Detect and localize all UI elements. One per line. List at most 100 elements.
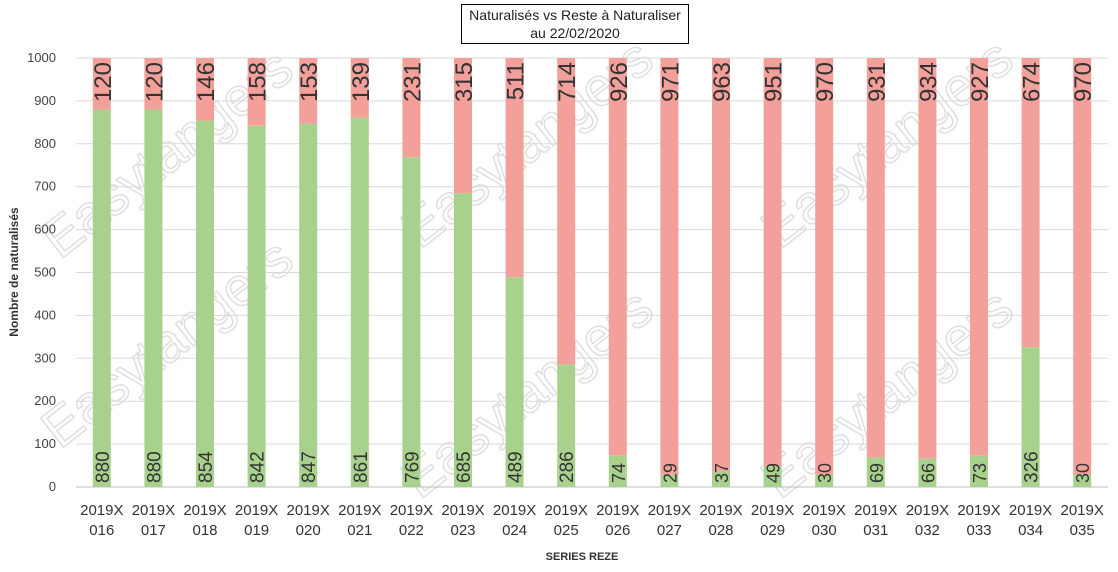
bar-naturalises [144, 109, 163, 487]
y-tick-label: 600 [34, 222, 56, 237]
bar-reste [970, 58, 988, 456]
bar-reste [1073, 58, 1092, 475]
data-label-reste: 231 [399, 62, 426, 102]
x-tick-label: 2019X [287, 502, 330, 519]
data-label-reste: 927 [967, 62, 994, 102]
x-tick-label: 024 [502, 522, 527, 539]
data-label-naturalises: 37 [712, 463, 732, 483]
x-tick-label: 022 [399, 522, 424, 539]
data-label-reste: 934 [915, 62, 942, 102]
data-label-naturalises: 685 [454, 451, 475, 483]
x-tick-label: 031 [863, 522, 888, 539]
bar-naturalises [815, 474, 834, 487]
data-label-naturalises: 30 [815, 463, 835, 483]
bar-reste [712, 58, 730, 472]
x-tick-label: 030 [812, 522, 837, 539]
data-label-reste: 714 [554, 62, 581, 102]
bar-naturalises [763, 465, 782, 487]
bar-reste [299, 58, 318, 124]
x-tick-label: 021 [347, 522, 372, 539]
data-label-naturalises: 286 [557, 451, 578, 483]
x-tick-label: 2019X [854, 502, 897, 519]
data-label-naturalises: 30 [1073, 463, 1093, 483]
bar-naturalises [196, 120, 214, 487]
x-tick-label: 026 [605, 522, 630, 539]
data-label-reste: 139 [348, 62, 375, 102]
bar-reste [1021, 58, 1040, 348]
bar-reste [144, 58, 163, 110]
x-tick-label: 027 [657, 522, 682, 539]
chart-subtitle: au 22/02/2020 [530, 25, 620, 41]
x-tick-label: 033 [966, 522, 991, 539]
data-label-naturalises: 854 [196, 451, 217, 483]
x-tick-label: 2019X [1061, 502, 1104, 519]
data-label-reste: 963 [709, 62, 736, 102]
bar-naturalises [299, 123, 318, 488]
data-label-reste: 970 [1070, 62, 1097, 102]
data-label-reste: 511 [503, 62, 530, 100]
bars: 880 120 880 120 854 146 842 158 847 153 861 139 769 2… [90, 58, 1097, 488]
data-label-naturalises: 861 [351, 451, 372, 483]
y-tick-label: 200 [34, 393, 56, 408]
x-tick-label: 2019X [1009, 502, 1052, 519]
x-tick-label: 2019X [80, 502, 123, 519]
y-tick-label: 0 [49, 479, 56, 494]
x-tick-label: 2019X [803, 502, 846, 519]
x-tick-label: 017 [141, 522, 166, 539]
data-label-naturalises: 489 [506, 451, 527, 483]
bar-naturalises [918, 458, 937, 487]
data-label-naturalises: 74 [609, 463, 629, 483]
bar-reste [557, 58, 576, 365]
data-label-reste: 971 [657, 62, 684, 102]
x-tick-label: 2019X [957, 502, 1000, 519]
x-tick-label: 2019X [441, 502, 484, 519]
x-tick-label: 035 [1070, 522, 1095, 539]
x-tick-label: 2019X [596, 502, 639, 519]
y-tick-label: 500 [34, 265, 56, 280]
data-label-reste: 674 [1019, 62, 1046, 102]
bar-naturalises [712, 471, 730, 487]
data-label-reste: 158 [245, 62, 272, 102]
bar-reste [866, 58, 885, 458]
x-tick-label: 2019X [648, 502, 691, 519]
bar-naturalises [92, 109, 111, 487]
bar-naturalises [866, 457, 885, 487]
x-tick-label: 2019X [751, 502, 794, 519]
bar-naturalises [608, 455, 627, 487]
bar-reste [402, 58, 421, 158]
bar-naturalises [660, 474, 679, 487]
x-tick-label: 034 [1018, 522, 1043, 539]
x-axis: 2019X 016 2019X 017 2019X 018 2019X 019 2019X 020… [80, 502, 1104, 539]
x-tick-label: 018 [192, 522, 217, 539]
bar-naturalises [454, 193, 472, 487]
bar-reste [763, 58, 782, 466]
data-label-naturalises: 66 [918, 463, 938, 483]
data-label-naturalises: 880 [144, 451, 165, 483]
data-label-reste: 926 [606, 62, 633, 102]
bar-naturalises [402, 157, 421, 487]
x-tick-label: 016 [89, 522, 114, 539]
x-tick-label: 032 [915, 522, 940, 539]
bar-reste [92, 58, 111, 110]
data-label-naturalises: 326 [1022, 451, 1043, 483]
y-tick-label: 1000 [27, 50, 56, 65]
data-label-naturalises: 69 [867, 463, 887, 483]
bar-naturalises [970, 455, 988, 487]
y-tick-label: 100 [34, 436, 56, 451]
data-label-naturalises: 842 [248, 451, 269, 483]
bar-naturalises [505, 277, 524, 487]
x-tick-label: 023 [450, 522, 475, 539]
x-tick-label: 2019X [545, 502, 588, 519]
data-label-reste: 146 [193, 62, 220, 102]
data-label-naturalises: 29 [660, 463, 680, 483]
bar-reste [505, 58, 524, 278]
data-label-reste: 931 [864, 62, 891, 102]
y-tick-label: 700 [34, 179, 56, 194]
x-tick-label: 2019X [132, 502, 175, 519]
bar-naturalises [247, 125, 266, 488]
x-tick-label: 2019X [390, 502, 433, 519]
bar-naturalises [1073, 474, 1092, 487]
y-axis-label: Nombre de naturalisés [7, 207, 21, 337]
bar-reste [350, 58, 369, 118]
